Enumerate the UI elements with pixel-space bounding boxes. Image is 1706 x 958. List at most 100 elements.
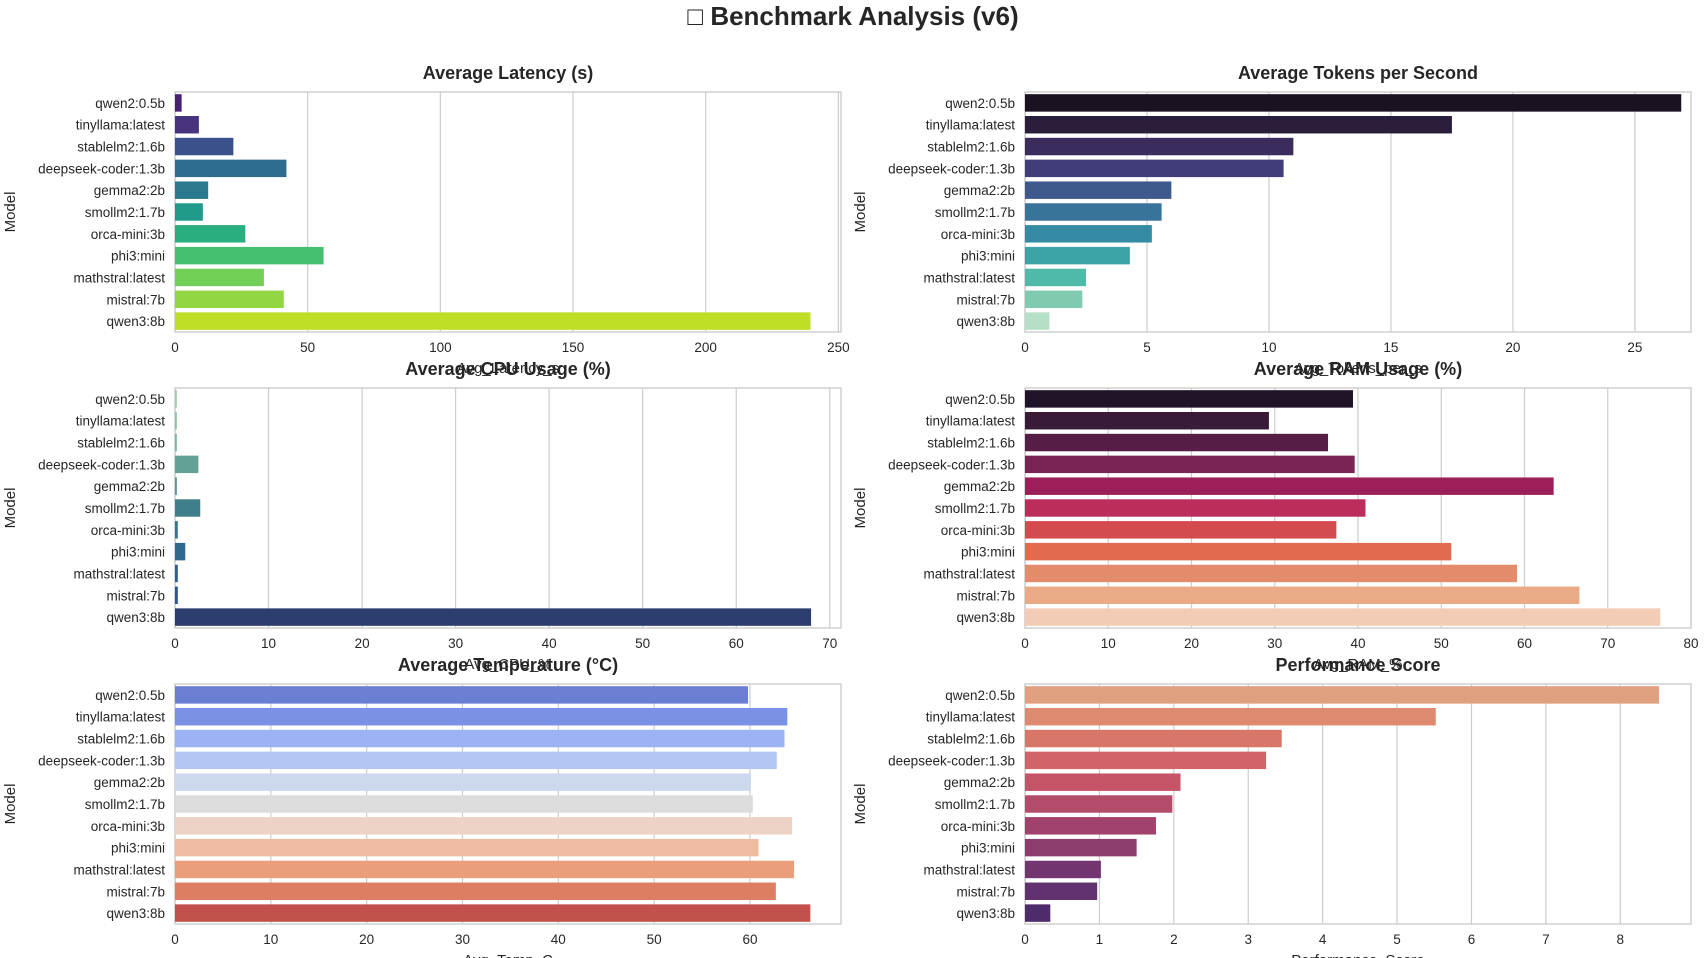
bar bbox=[175, 137, 234, 156]
chart-title: Average Latency (s) bbox=[423, 63, 593, 83]
y-tick-label: deepseek-coder:1.3b bbox=[38, 753, 165, 768]
bar bbox=[175, 312, 811, 330]
y-tick-label: qwen2:0.5b bbox=[95, 96, 165, 111]
x-tick-label: 25 bbox=[1627, 340, 1642, 355]
bar bbox=[1025, 390, 1354, 408]
y-axis-label: Model bbox=[2, 784, 19, 825]
chart-panel-5: qwen2:0.5b tinyllama:latest stablelm2:1.6b… bbox=[2, 655, 842, 958]
x-tick-label: 5 bbox=[1143, 340, 1151, 355]
bar bbox=[175, 564, 178, 583]
y-tick-label: mathstral:latest bbox=[923, 566, 1015, 581]
bar bbox=[175, 751, 777, 770]
x-tick-label: 200 bbox=[694, 340, 717, 355]
y-tick-label: gemma2:2b bbox=[944, 479, 1015, 494]
bar bbox=[175, 542, 186, 561]
y-tick-label: gemma2:2b bbox=[94, 479, 165, 494]
x-tick-label: 1 bbox=[1096, 932, 1104, 947]
y-tick-label: orca-mini:3b bbox=[941, 523, 1015, 538]
bar bbox=[1025, 729, 1282, 748]
bar bbox=[1025, 225, 1152, 243]
y-tick-label: deepseek-coder:1.3b bbox=[38, 457, 165, 472]
bar bbox=[175, 159, 287, 178]
x-tick-label: 100 bbox=[429, 340, 452, 355]
y-tick-label: qwen3:8b bbox=[106, 314, 165, 329]
bar bbox=[175, 433, 177, 452]
bar bbox=[1025, 246, 1130, 265]
y-tick-label: qwen3:8b bbox=[956, 610, 1015, 625]
chart-panel-3: qwen2:0.5b tinyllama:latest stablelm2:1.6b… bbox=[2, 359, 842, 673]
x-tick-label: 0 bbox=[1021, 932, 1029, 947]
bar bbox=[1025, 521, 1337, 539]
bar bbox=[1025, 708, 1436, 726]
y-tick-label: orca-mini:3b bbox=[941, 819, 1015, 834]
bar bbox=[175, 477, 177, 495]
bar bbox=[175, 499, 201, 517]
chart-panel-1: qwen2:0.5b tinyllama:latest stablelm2:1.6b… bbox=[2, 63, 850, 377]
y-tick-label: qwen2:0.5b bbox=[945, 688, 1015, 703]
y-axis-label: Model bbox=[852, 784, 869, 825]
x-tick-label: 6 bbox=[1468, 932, 1476, 947]
y-tick-label: orca-mini:3b bbox=[91, 227, 165, 242]
y-tick-label: smollm2:1.7b bbox=[935, 797, 1015, 812]
bar bbox=[1025, 94, 1682, 112]
x-tick-label: 30 bbox=[455, 932, 470, 947]
x-tick-label: 40 bbox=[542, 636, 557, 651]
bar bbox=[175, 773, 751, 791]
bar bbox=[1025, 686, 1660, 704]
y-tick-label: phi3:mini bbox=[111, 545, 165, 560]
x-tick-label: 2 bbox=[1170, 932, 1178, 947]
y-tick-label: qwen2:0.5b bbox=[945, 96, 1015, 111]
y-axis-label: Model bbox=[852, 192, 869, 233]
bar bbox=[175, 838, 759, 857]
y-tick-label: mistral:7b bbox=[106, 292, 165, 307]
x-axis-label: Avg_CPU_% bbox=[464, 656, 551, 673]
x-tick-label: 250 bbox=[827, 340, 850, 355]
bar bbox=[175, 290, 284, 308]
bar bbox=[1025, 159, 1284, 178]
y-tick-label: smollm2:1.7b bbox=[85, 205, 165, 220]
y-tick-label: stablelm2:1.6b bbox=[927, 732, 1015, 747]
x-tick-label: 50 bbox=[300, 340, 315, 355]
y-tick-label: qwen2:0.5b bbox=[95, 392, 165, 407]
bar bbox=[175, 795, 753, 813]
x-tick-label: 0 bbox=[171, 636, 179, 651]
y-tick-label: qwen3:8b bbox=[106, 610, 165, 625]
bar bbox=[1025, 773, 1181, 791]
y-tick-label: phi3:mini bbox=[961, 249, 1015, 264]
bar bbox=[175, 412, 177, 430]
x-axis-label: Performance_Score bbox=[1291, 952, 1424, 958]
y-axis-label: Model bbox=[2, 192, 19, 233]
bar bbox=[1025, 904, 1051, 922]
y-tick-label: qwen2:0.5b bbox=[945, 392, 1015, 407]
bar bbox=[1025, 268, 1086, 287]
bar bbox=[175, 686, 749, 704]
y-tick-label: gemma2:2b bbox=[94, 183, 165, 198]
bar bbox=[1025, 608, 1661, 626]
x-tick-label: 3 bbox=[1244, 932, 1252, 947]
x-tick-label: 40 bbox=[551, 932, 566, 947]
y-tick-label: qwen3:8b bbox=[956, 314, 1015, 329]
y-tick-label: smollm2:1.7b bbox=[935, 205, 1015, 220]
x-tick-label: 0 bbox=[1021, 636, 1029, 651]
y-tick-label: phi3:mini bbox=[111, 249, 165, 264]
bar bbox=[175, 203, 203, 221]
bar bbox=[175, 246, 324, 265]
x-tick-label: 10 bbox=[263, 932, 278, 947]
x-tick-label: 15 bbox=[1383, 340, 1398, 355]
y-tick-label: stablelm2:1.6b bbox=[927, 140, 1015, 155]
x-axis-label: Avg_Latency_s bbox=[457, 360, 559, 377]
y-tick-label: mathstral:latest bbox=[73, 270, 165, 285]
bar bbox=[1025, 586, 1580, 604]
x-tick-label: 70 bbox=[1600, 636, 1615, 651]
x-tick-label: 30 bbox=[1267, 636, 1282, 651]
bar bbox=[175, 225, 246, 243]
bar bbox=[1025, 499, 1366, 517]
bar bbox=[175, 817, 793, 835]
chart-panel-2: qwen2:0.5b tinyllama:latest stablelm2:1.6b… bbox=[852, 63, 1692, 377]
x-tick-label: 60 bbox=[729, 636, 744, 651]
bar bbox=[1025, 203, 1162, 221]
y-tick-label: orca-mini:3b bbox=[91, 523, 165, 538]
y-tick-label: phi3:mini bbox=[961, 841, 1015, 856]
bar bbox=[1025, 542, 1452, 561]
x-tick-label: 8 bbox=[1617, 932, 1625, 947]
